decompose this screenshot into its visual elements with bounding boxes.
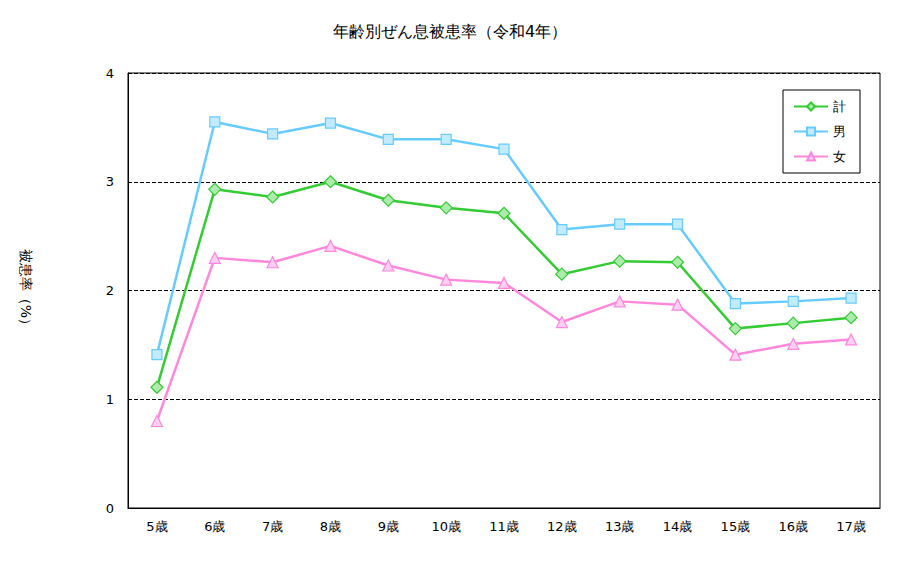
svg-text:計: 計 <box>833 99 846 114</box>
svg-text:男: 男 <box>833 124 846 139</box>
svg-text:0: 0 <box>106 501 114 516</box>
svg-text:16歳: 16歳 <box>778 519 808 534</box>
svg-text:13歳: 13歳 <box>605 519 635 534</box>
svg-text:5歳: 5歳 <box>146 519 167 534</box>
svg-text:15歳: 15歳 <box>721 519 751 534</box>
svg-text:4: 4 <box>106 66 114 81</box>
svg-text:1: 1 <box>106 392 114 407</box>
svg-text:10歳: 10歳 <box>431 519 461 534</box>
svg-text:年齢別ぜん息被患率（令和4年）: 年齢別ぜん息被患率（令和4年） <box>333 22 567 41</box>
svg-text:14歳: 14歳 <box>663 519 693 534</box>
svg-text:17歳: 17歳 <box>836 519 866 534</box>
svg-text:3: 3 <box>106 174 114 189</box>
svg-text:2: 2 <box>106 283 114 298</box>
svg-text:6歳: 6歳 <box>204 519 225 534</box>
svg-text:8歳: 8歳 <box>320 519 341 534</box>
svg-text:女: 女 <box>833 149 846 164</box>
svg-text:11歳: 11歳 <box>489 519 519 534</box>
svg-text:9歳: 9歳 <box>378 519 399 534</box>
svg-text:12歳: 12歳 <box>547 519 577 534</box>
svg-text:7歳: 7歳 <box>262 519 283 534</box>
svg-text:被患率（%）: 被患率（%） <box>18 249 34 332</box>
